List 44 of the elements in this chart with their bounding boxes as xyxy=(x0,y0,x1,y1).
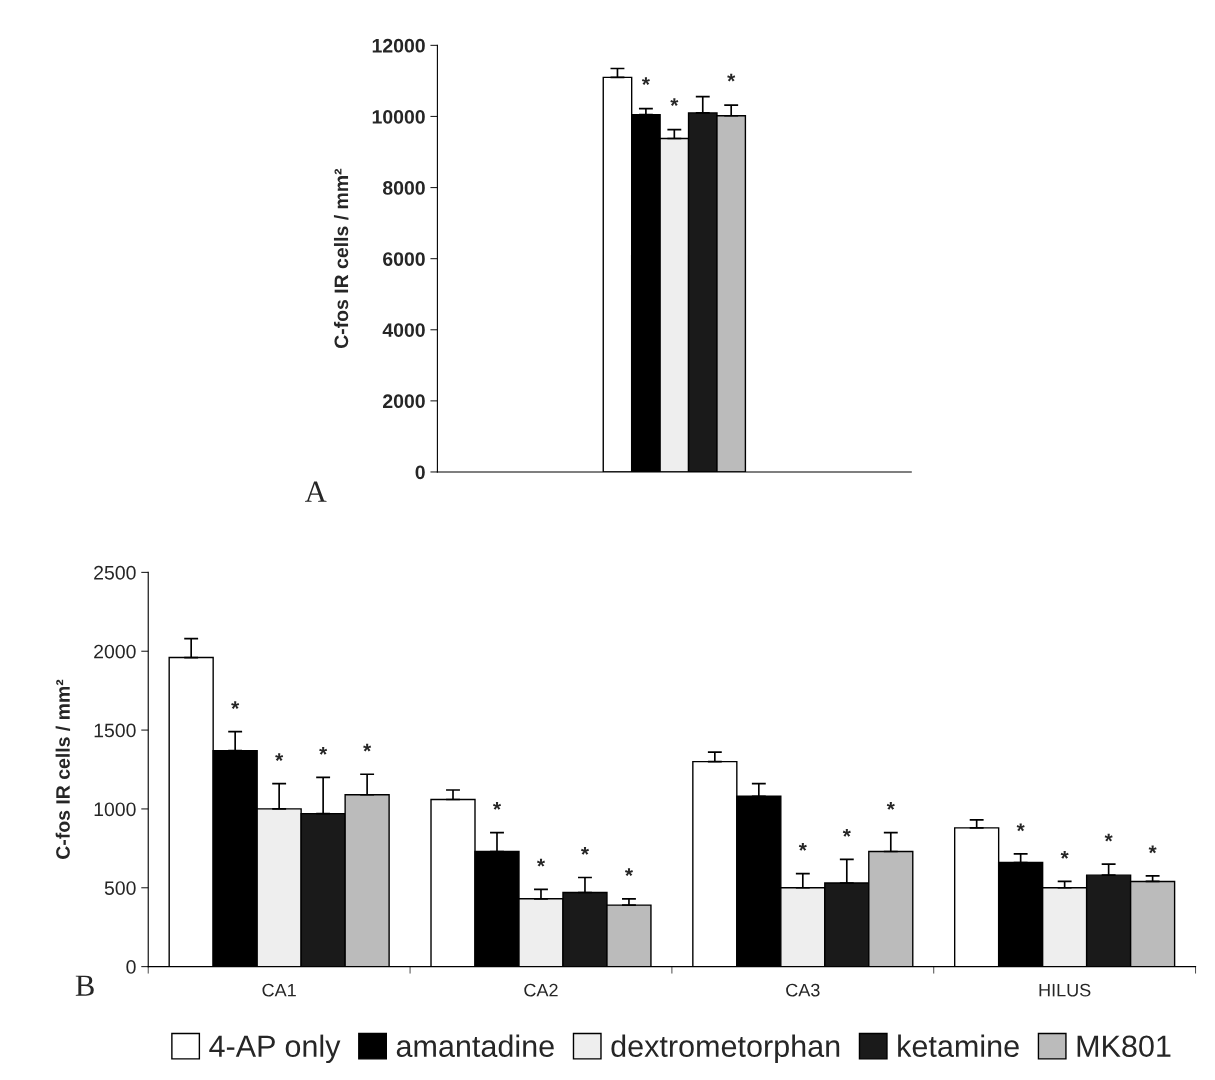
data-label: * xyxy=(1016,823,1025,832)
x-tick-label: CA1 xyxy=(262,983,296,997)
text: B xyxy=(75,975,94,996)
data-label: * xyxy=(798,843,807,851)
y-tick-label: 0 xyxy=(415,465,425,480)
data-label: * xyxy=(580,847,589,855)
legend-label: amantadine xyxy=(396,1034,554,1058)
legend-label: 4-AP only xyxy=(209,1034,341,1064)
y-tick-label: 500 xyxy=(104,881,136,895)
y-axis-title: C-fos IR cells / mm² xyxy=(333,168,349,349)
y-tick-label: 2000 xyxy=(383,394,425,409)
y-axis-title: C-fos IR cells / mm² xyxy=(55,679,71,859)
data-label: * xyxy=(624,868,633,877)
data-label: * xyxy=(493,802,502,810)
data-label: * xyxy=(536,858,546,867)
x-tick-label: HILUS xyxy=(1039,983,1091,997)
y-tick-label: 6000 xyxy=(383,252,425,266)
y-tick-label: 10000 xyxy=(372,109,425,124)
y-tick-label: 12000 xyxy=(372,38,425,53)
y-tick-label: 2000 xyxy=(94,644,136,659)
legend-label: dextrometorphan xyxy=(611,1034,840,1064)
y-tick-label: 1500 xyxy=(94,723,136,738)
data-label: * xyxy=(641,77,650,85)
x-tick-label: CA3 xyxy=(786,983,820,997)
data-label: * xyxy=(727,73,736,82)
data-label: * xyxy=(231,701,240,709)
legend-label: MK801 xyxy=(1077,1035,1171,1058)
text: A xyxy=(305,481,327,502)
data-label: * xyxy=(1148,845,1157,854)
data-label: * xyxy=(842,828,851,837)
legend-label: ketamine xyxy=(898,1034,1019,1058)
y-tick-label: 4000 xyxy=(382,323,425,337)
y-tick-label: 8000 xyxy=(382,181,425,195)
data-label: * xyxy=(886,802,895,810)
y-tick-label: 0 xyxy=(126,960,136,974)
y-tick-label: 2500 xyxy=(94,565,136,580)
data-label: * xyxy=(363,743,372,752)
x-tick-label: CA2 xyxy=(524,983,558,997)
data-label: * xyxy=(670,98,679,106)
data-label: * xyxy=(1104,833,1113,842)
data-label: * xyxy=(1060,850,1069,859)
data-label: * xyxy=(319,746,328,755)
y-tick-label: 1000 xyxy=(94,802,136,817)
data-label: * xyxy=(275,753,284,761)
